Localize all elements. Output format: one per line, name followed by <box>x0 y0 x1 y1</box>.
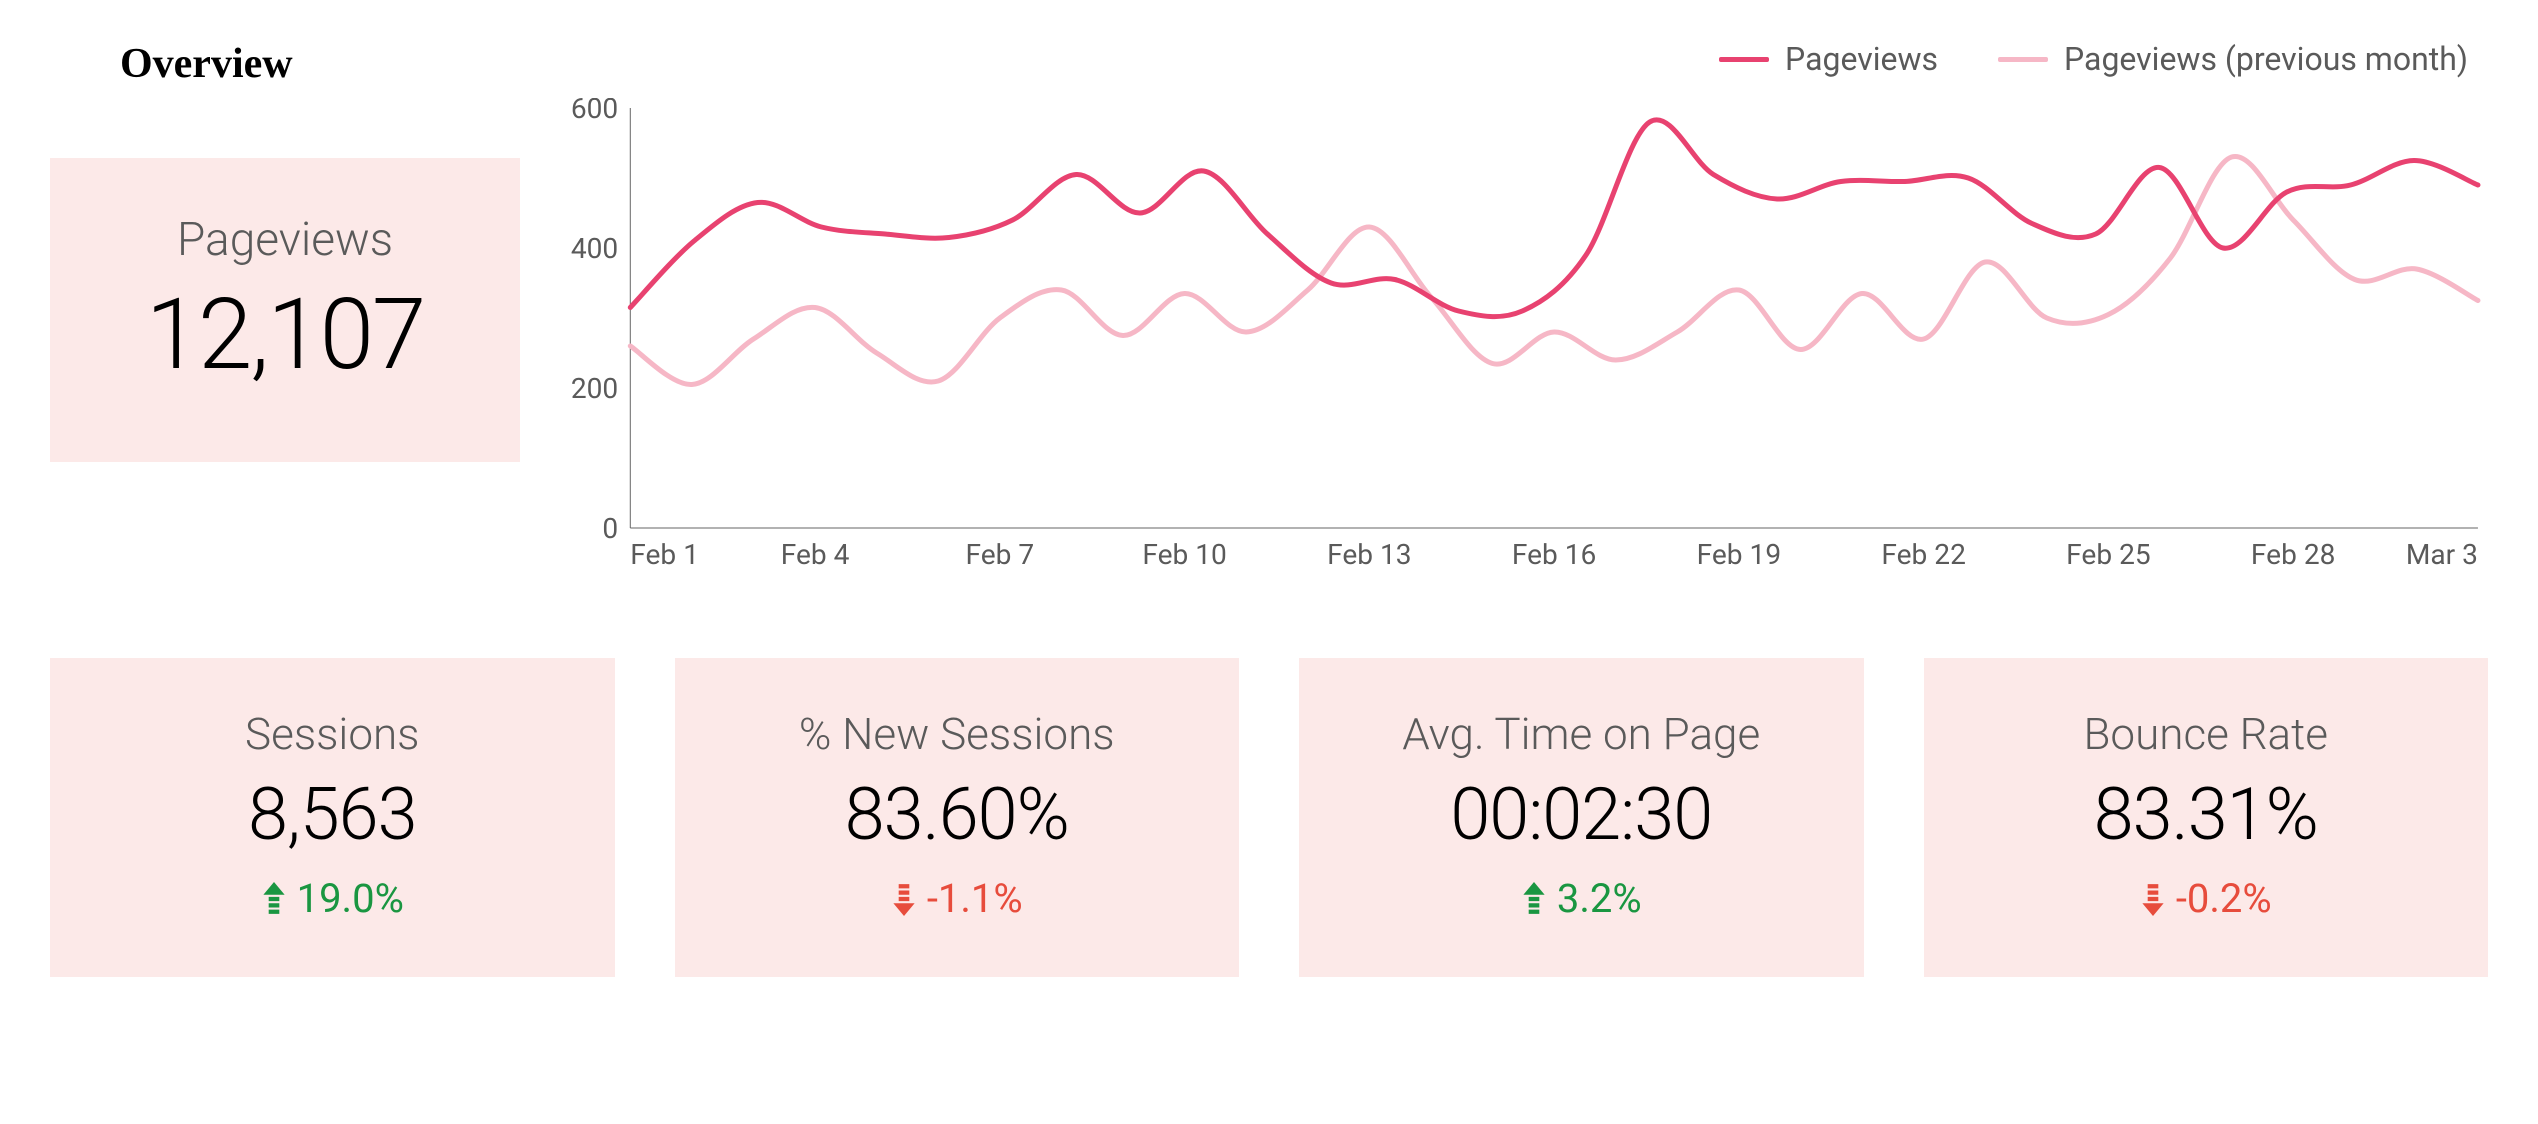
pageviews-card: Pageviews 12,107 <box>50 158 520 462</box>
metric-card: Bounce Rate 83.31% -0.2% <box>1924 658 2489 977</box>
metric-label: % New Sessions <box>705 708 1210 760</box>
metric-delta: 3.2% <box>1521 875 1642 922</box>
arrow-down-icon <box>2140 882 2166 916</box>
legend-label: Pageviews (previous month) <box>2064 40 2468 78</box>
metric-card: Sessions 8,563 19.0% <box>50 658 615 977</box>
metric-delta-value: 3.2% <box>1557 875 1642 922</box>
metric-card: Avg. Time on Page 00:02:30 3.2% <box>1299 658 1864 977</box>
metric-label: Sessions <box>80 708 585 760</box>
metric-value: 83.60% <box>705 772 1210 857</box>
legend-label: Pageviews <box>1785 40 1938 78</box>
chart-svg: 0 200 400 600 Feb 1 Feb 4 Feb 7 Feb 10 Feb 13 Feb… <box>560 98 2488 578</box>
page-title: Overview <box>120 40 520 88</box>
svg-text:Feb 7: Feb 7 <box>965 538 1034 571</box>
svg-text:Mar 3: Mar 3 <box>2406 538 2478 571</box>
legend-swatch <box>1719 57 1769 62</box>
arrow-up-icon <box>261 882 287 916</box>
arrow-down-icon <box>891 882 917 916</box>
svg-text:400: 400 <box>571 232 618 265</box>
metric-delta-value: -0.2% <box>2176 875 2272 922</box>
legend-item-current: Pageviews <box>1719 40 1938 78</box>
metric-delta: -1.1% <box>891 875 1023 922</box>
pageviews-value: 12,107 <box>90 277 480 392</box>
svg-text:Feb 13: Feb 13 <box>1327 538 1412 571</box>
svg-text:Feb 25: Feb 25 <box>2066 538 2151 571</box>
pageviews-chart: Pageviews Pageviews (previous month) 0 20… <box>560 40 2488 578</box>
metric-value: 8,563 <box>80 772 585 857</box>
legend-item-previous: Pageviews (previous month) <box>1998 40 2468 78</box>
chart-legend: Pageviews Pageviews (previous month) <box>560 40 2488 78</box>
svg-text:0: 0 <box>602 512 618 545</box>
metric-card: % New Sessions 83.60% -1.1% <box>675 658 1240 977</box>
metric-label: Avg. Time on Page <box>1329 708 1834 760</box>
pageviews-label: Pageviews <box>90 213 480 267</box>
arrow-up-icon <box>1521 882 1547 916</box>
metric-value: 83.31% <box>1954 772 2459 857</box>
svg-text:Feb 16: Feb 16 <box>1512 538 1597 571</box>
metric-delta: 19.0% <box>261 875 404 922</box>
metric-delta-value: -1.1% <box>927 875 1023 922</box>
metric-label: Bounce Rate <box>1954 708 2459 760</box>
svg-text:Feb 19: Feb 19 <box>1697 538 1782 571</box>
svg-text:Feb 1: Feb 1 <box>630 538 699 571</box>
svg-text:Feb 22: Feb 22 <box>1881 538 1966 571</box>
legend-swatch <box>1998 57 2048 62</box>
metric-delta-value: 19.0% <box>297 875 404 922</box>
metric-delta: -0.2% <box>2140 875 2272 922</box>
svg-text:600: 600 <box>571 98 618 125</box>
metric-value: 00:02:30 <box>1329 772 1834 857</box>
svg-text:200: 200 <box>571 372 618 405</box>
svg-text:Feb 28: Feb 28 <box>2251 538 2336 571</box>
svg-text:Feb 10: Feb 10 <box>1142 538 1227 571</box>
svg-text:Feb 4: Feb 4 <box>781 538 850 571</box>
